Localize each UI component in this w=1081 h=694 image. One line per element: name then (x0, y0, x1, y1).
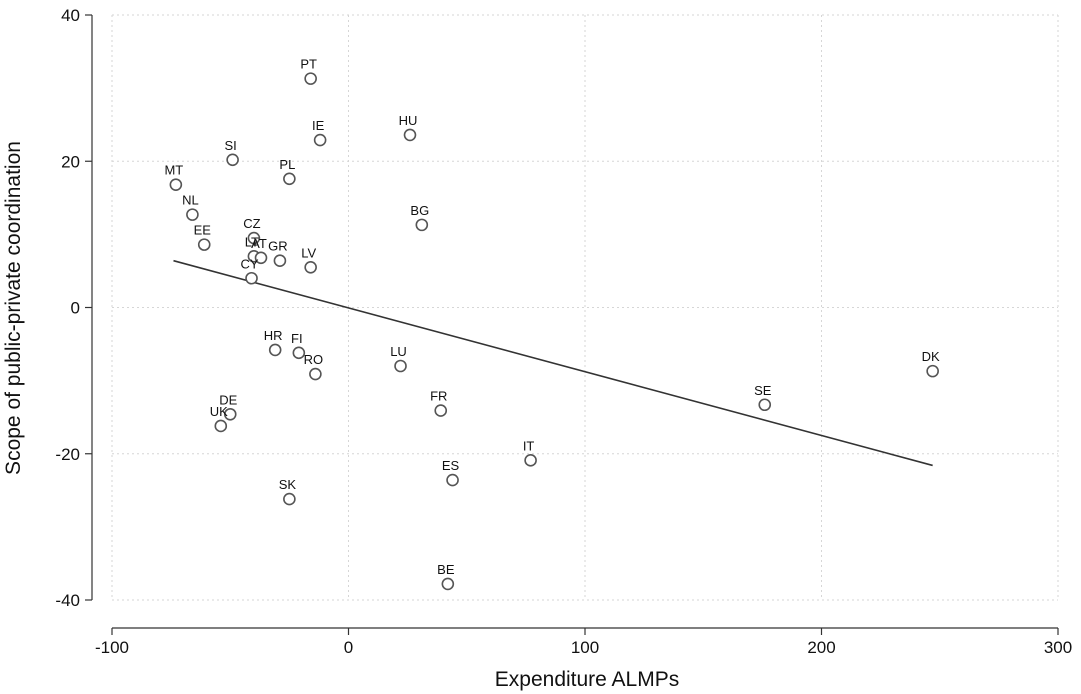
point-label: DK (922, 349, 940, 364)
data-point (273, 254, 287, 268)
data-point (403, 128, 417, 142)
data-point (214, 419, 228, 433)
x-tick-label: 300 (1044, 638, 1072, 657)
data-point (245, 271, 258, 285)
data-point (268, 343, 282, 357)
point-label: IE (312, 118, 325, 133)
data-point (434, 404, 448, 417)
data-points (169, 72, 939, 591)
data-point (446, 473, 459, 487)
y-axis-title: Scope of public-private coordination (2, 141, 25, 475)
point-label: NL (182, 193, 199, 208)
data-point (304, 260, 317, 274)
point-label: DE (219, 392, 237, 407)
data-point (524, 454, 537, 467)
point-label: HR (264, 328, 283, 343)
data-point (313, 133, 327, 147)
point-label: CY (241, 256, 259, 271)
point-label: BG (410, 203, 429, 218)
point-label: UK (210, 404, 228, 419)
data-point (247, 231, 261, 245)
data-point (283, 172, 296, 186)
data-point (304, 72, 317, 85)
data-point (169, 178, 183, 191)
point-label: IT (523, 438, 535, 453)
data-point (441, 577, 455, 591)
data-point (254, 251, 268, 265)
y-tick-label: 0 (71, 299, 80, 318)
axes: -100 0 100 200 300 -40 -20 0 20 40 (55, 6, 1072, 657)
point-label: SK (279, 477, 297, 492)
point-label: PL (279, 157, 295, 172)
point-label: FR (430, 389, 447, 404)
data-point (223, 407, 237, 421)
data-point (197, 238, 211, 251)
x-axis-title: Expenditure ALMPs (495, 668, 679, 691)
point-label: HU (399, 113, 418, 128)
y-tick-label: 20 (61, 152, 80, 171)
point-label: PT (300, 57, 317, 72)
point-label: LU (390, 344, 407, 359)
data-point (292, 346, 306, 360)
fit-line-layer (173, 259, 933, 467)
fit-line (173, 259, 933, 467)
data-point (415, 218, 429, 232)
data-point (186, 208, 199, 221)
x-tick-label: 200 (807, 638, 835, 657)
point-label: SE (754, 383, 772, 398)
y-tick-label: 40 (61, 6, 80, 25)
x-tick-label: 100 (571, 638, 599, 657)
data-point (394, 359, 407, 373)
point-label: BE (437, 562, 455, 577)
point-label: SI (224, 138, 236, 153)
point-label: FI (291, 331, 303, 346)
point-label: ES (442, 458, 460, 473)
point-label: LT (245, 234, 259, 249)
point-label: MT (164, 163, 183, 178)
point-label: GR (268, 239, 288, 254)
data-point (283, 492, 296, 506)
y-tick-label: -40 (55, 591, 80, 610)
point-label: RO (304, 352, 324, 367)
data-point (309, 367, 322, 381)
data-point (758, 398, 772, 412)
x-tick-label: 0 (344, 638, 353, 657)
y-tick-label: -20 (55, 445, 80, 464)
point-label: LV (301, 245, 316, 260)
x-tick-label: -100 (95, 638, 129, 657)
data-point (226, 153, 239, 167)
point-label: EE (194, 223, 212, 238)
point-label: AT (251, 236, 267, 251)
gridlines (111, 14, 1059, 601)
data-point (926, 364, 939, 378)
point-label: CZ (243, 216, 260, 231)
